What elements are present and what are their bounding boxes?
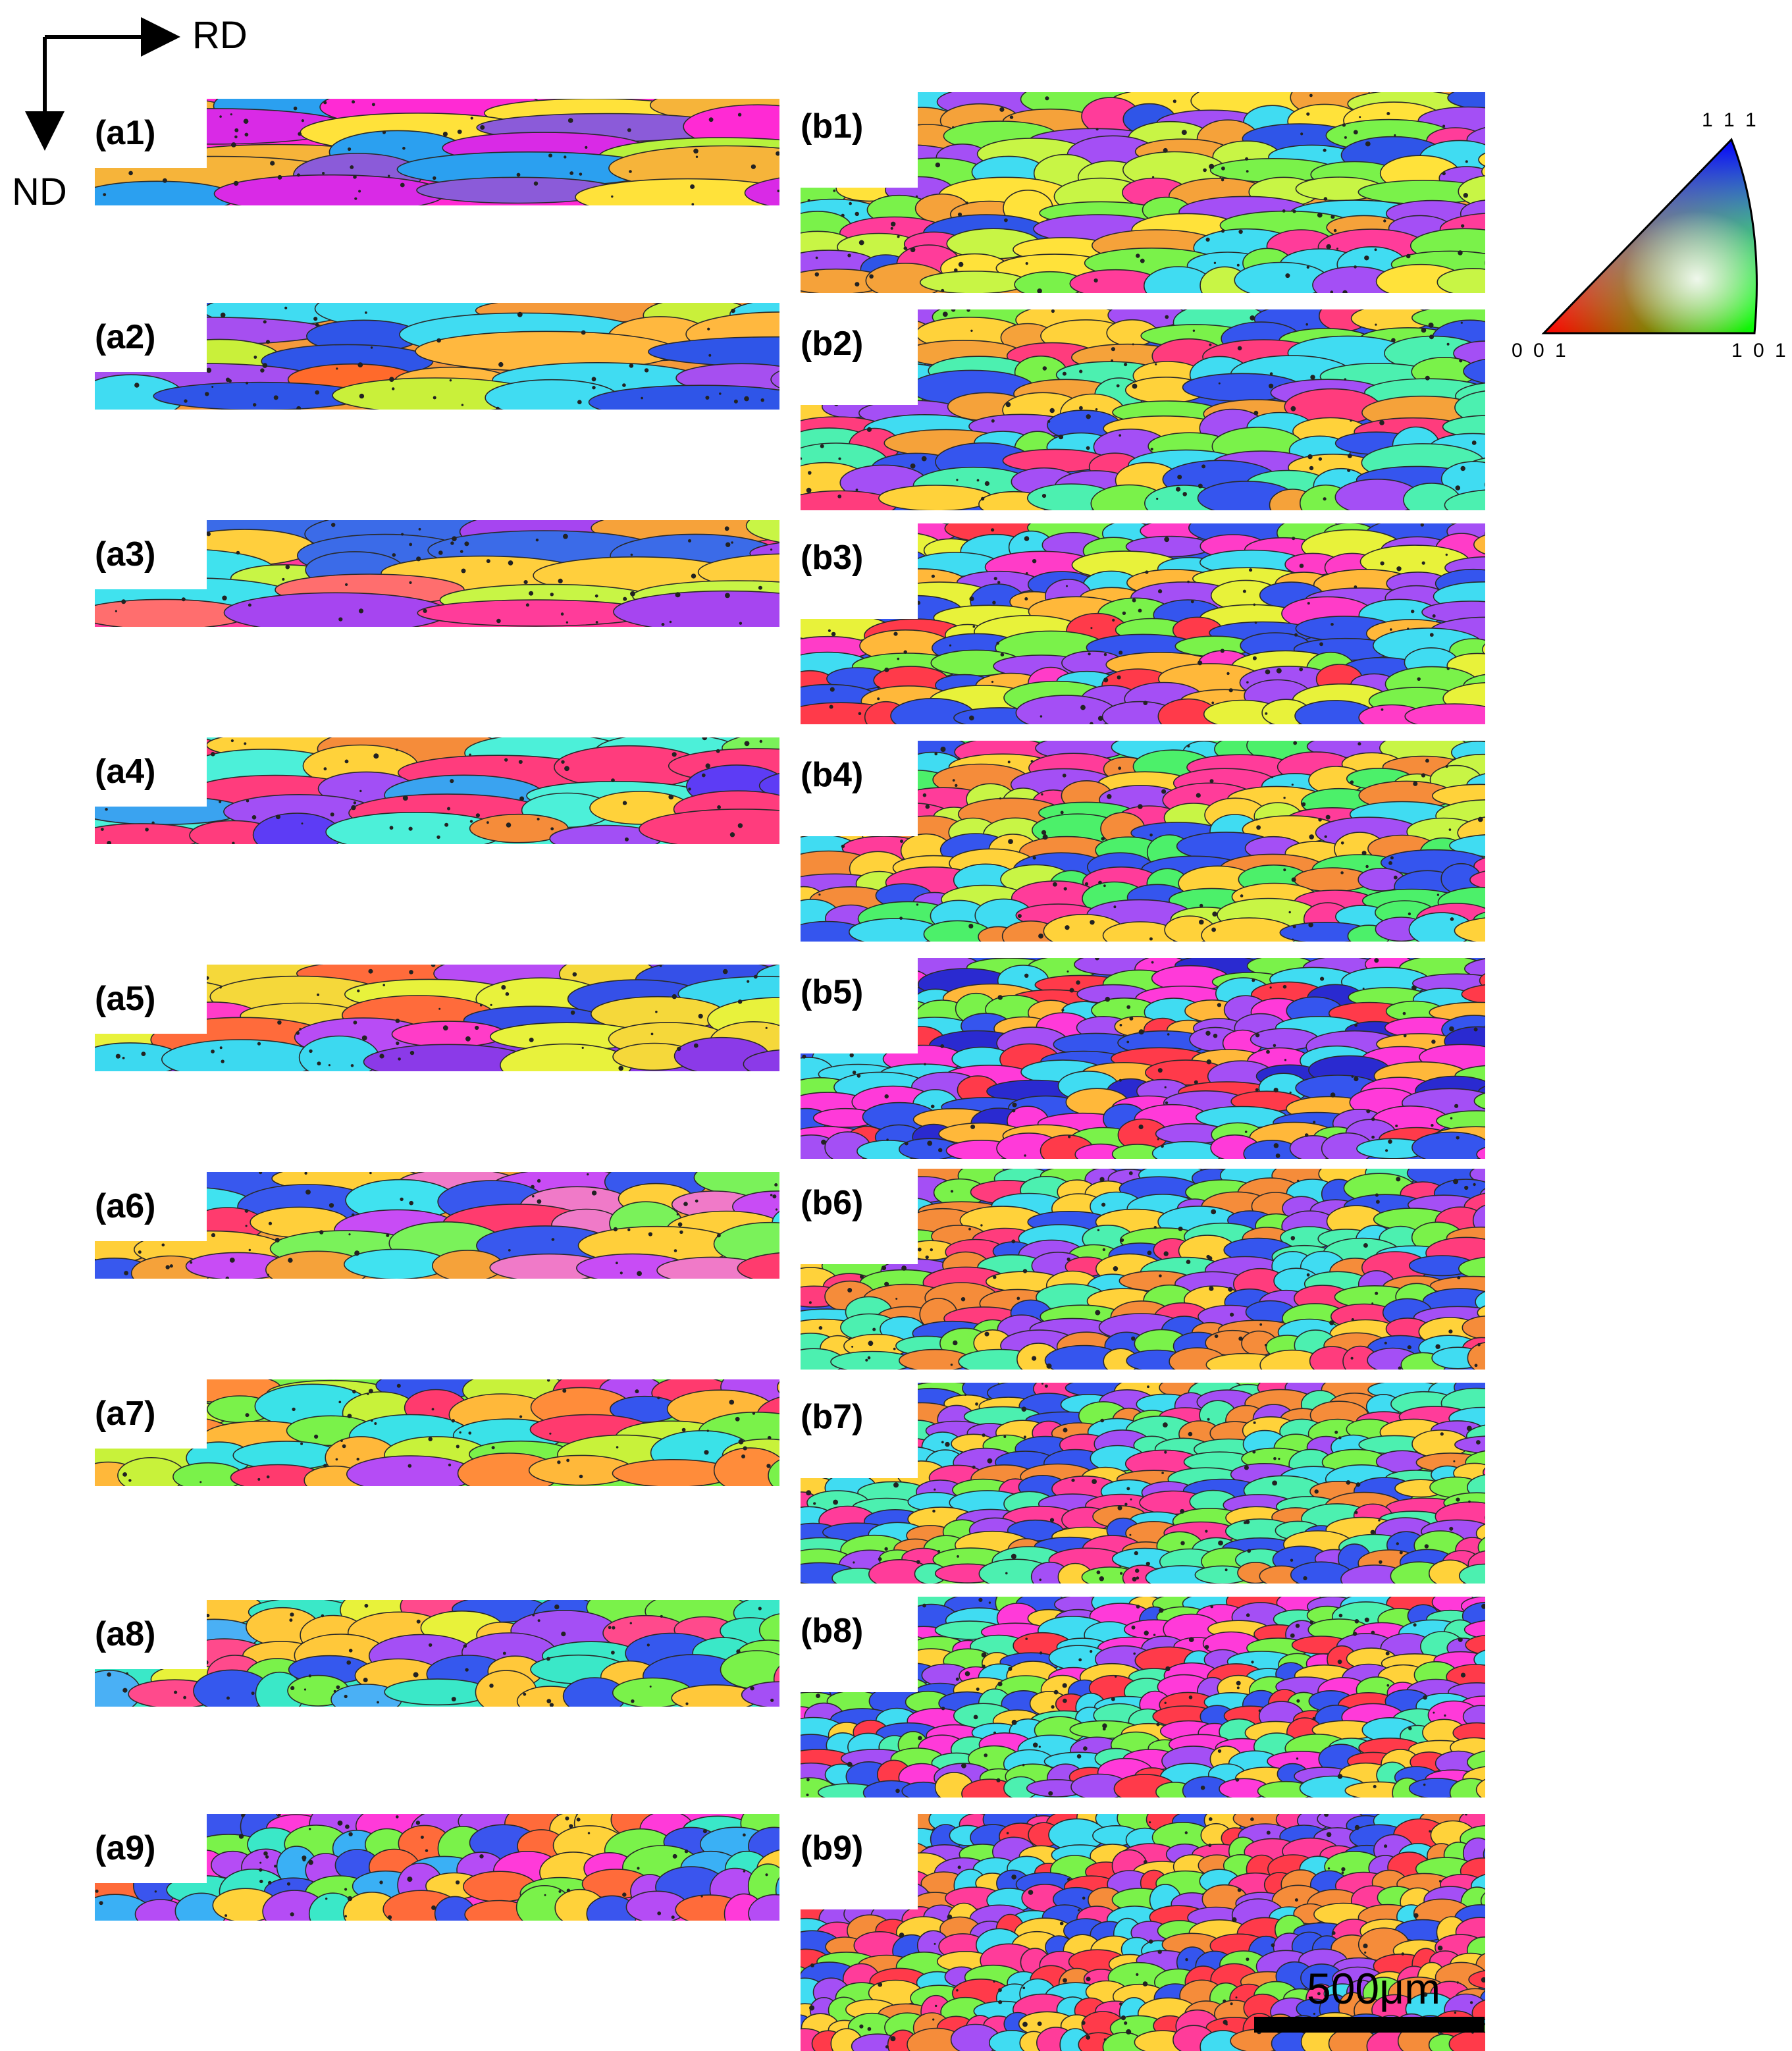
panel-label-b8: (b8) — [801, 1611, 863, 1651]
ebsd-map-a1 — [95, 99, 779, 205]
ebsd-map-b1 — [801, 92, 1485, 293]
ipf-triangle-outline — [1544, 140, 1756, 333]
ebsd-map-b9 — [801, 1814, 1485, 2051]
ipf-label-101: 1 0 1 — [1731, 340, 1789, 362]
scale-bar-label: 500μm — [1307, 1963, 1440, 2013]
ebsd-map-a8 — [95, 1600, 779, 1707]
ipf-triangle-base — [1544, 140, 1756, 333]
ebsd-map-b3 — [801, 523, 1485, 724]
ipf-triangle-blue — [1544, 140, 1756, 333]
panel-label-a1: (a1) — [95, 113, 155, 153]
ebsd-map-a2 — [95, 303, 779, 410]
panel-label-a4: (a4) — [95, 752, 155, 791]
panel-label-b4: (b4) — [801, 755, 863, 795]
panel-label-b1: (b1) — [801, 107, 863, 146]
panel-label-a9: (a9) — [95, 1828, 155, 1868]
ebsd-map-a3 — [95, 520, 779, 627]
ebsd-map-b5 — [801, 958, 1485, 1159]
panel-label-b3: (b3) — [801, 538, 863, 577]
ipf-label-111: 1 1 1 — [1702, 109, 1759, 132]
panel-label-a5: (a5) — [95, 979, 155, 1019]
panel-label-a7: (a7) — [95, 1394, 155, 1433]
panel-label-b7: (b7) — [801, 1397, 863, 1437]
ebsd-map-a9 — [95, 1814, 779, 1921]
scale-bar — [1254, 2017, 1485, 2033]
ebsd-map-b6 — [801, 1169, 1485, 1370]
ebsd-map-b4 — [801, 741, 1485, 942]
ebsd-map-a6 — [95, 1172, 779, 1279]
ebsd-map-a5 — [95, 965, 779, 1071]
ebsd-map-a4 — [95, 737, 779, 844]
panel-label-b6: (b6) — [801, 1183, 863, 1223]
panel-label-a2: (a2) — [95, 317, 155, 357]
panel-label-b5: (b5) — [801, 972, 863, 1012]
panel-label-b2: (b2) — [801, 324, 863, 363]
rd-label: RD — [192, 13, 248, 57]
ebsd-map-b2 — [801, 309, 1485, 510]
ebsd-map-a7 — [95, 1379, 779, 1486]
panel-label-a3: (a3) — [95, 535, 155, 574]
nd-label: ND — [12, 170, 67, 214]
panel-label-a8: (a8) — [95, 1614, 155, 1654]
ebsd-map-b7 — [801, 1383, 1485, 1584]
panel-label-a6: (a6) — [95, 1186, 155, 1226]
ebsd-map-b8 — [801, 1597, 1485, 1798]
panel-label-b9: (b9) — [801, 1828, 863, 1868]
ipf-label-001: 0 0 1 — [1512, 340, 1569, 362]
